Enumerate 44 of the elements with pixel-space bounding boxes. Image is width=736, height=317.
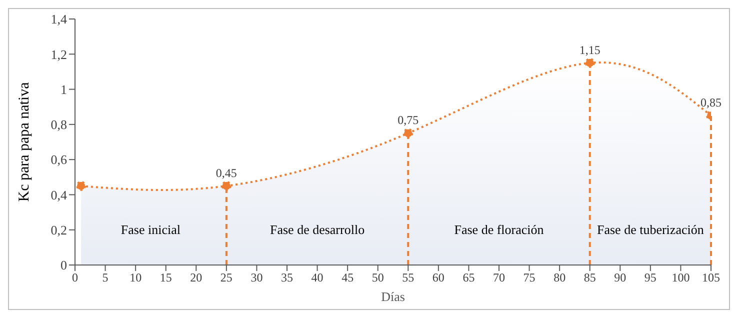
- x-tick-label: 85: [584, 270, 596, 285]
- point: [221, 180, 232, 191]
- point: [584, 58, 595, 68]
- y-tick-label: 1: [60, 82, 67, 97]
- data-label: 0,45: [216, 166, 237, 180]
- y-tick-label: 0,6: [50, 152, 68, 168]
- x-tick-label: 60: [432, 270, 444, 285]
- x-tick-label: 35: [281, 270, 293, 285]
- x-tick-label: 45: [342, 270, 354, 285]
- x-tick-label: 80: [554, 270, 566, 285]
- x-tick-label: 0: [72, 270, 78, 285]
- x-tick-label: 25: [220, 270, 232, 285]
- x-tick-label: 105: [702, 270, 720, 285]
- x-tick-label: 95: [644, 270, 656, 285]
- x-tick-label: 5: [102, 270, 108, 285]
- y-axis-title: Kc para papa nativa: [16, 82, 32, 202]
- annotation: Fase de tuberización: [597, 222, 704, 237]
- y-tick-label: 1,2: [50, 46, 67, 62]
- y-tick-label: 0: [60, 258, 67, 273]
- y-tick-label: 0,8: [50, 117, 67, 132]
- y-tick-label: 0,4: [50, 187, 68, 202]
- x-tick-label: 15: [160, 270, 172, 285]
- y-tick-label: 0,2: [50, 222, 67, 238]
- x-tick-label: 55: [402, 270, 414, 285]
- data-label: 0,85: [700, 96, 722, 110]
- x-axis-title: Días: [381, 289, 405, 304]
- x-tick-label: 100: [672, 270, 690, 285]
- annotation: Fase inicial: [120, 222, 181, 237]
- x-tick-label: 75: [523, 270, 536, 285]
- x-tick-label: 20: [190, 270, 202, 285]
- x-tick-label: 10: [130, 270, 142, 285]
- x-tick-label: 50: [372, 270, 384, 285]
- data-label: 0,75: [398, 113, 419, 128]
- point: [76, 180, 86, 191]
- y-tick-label: 1,4: [50, 12, 68, 27]
- point: [403, 128, 414, 138]
- x-tick-label: 40: [311, 270, 324, 285]
- x-tick-label: 30: [250, 270, 263, 285]
- x-tick-label: 90: [614, 270, 626, 285]
- data-label: 1,15: [579, 42, 600, 57]
- x-tick-label: 65: [462, 270, 475, 285]
- annotation: Fase de floración: [454, 222, 544, 237]
- annotation: Fase de desarrollo: [270, 222, 365, 237]
- x-tick-label: 70: [493, 270, 505, 285]
